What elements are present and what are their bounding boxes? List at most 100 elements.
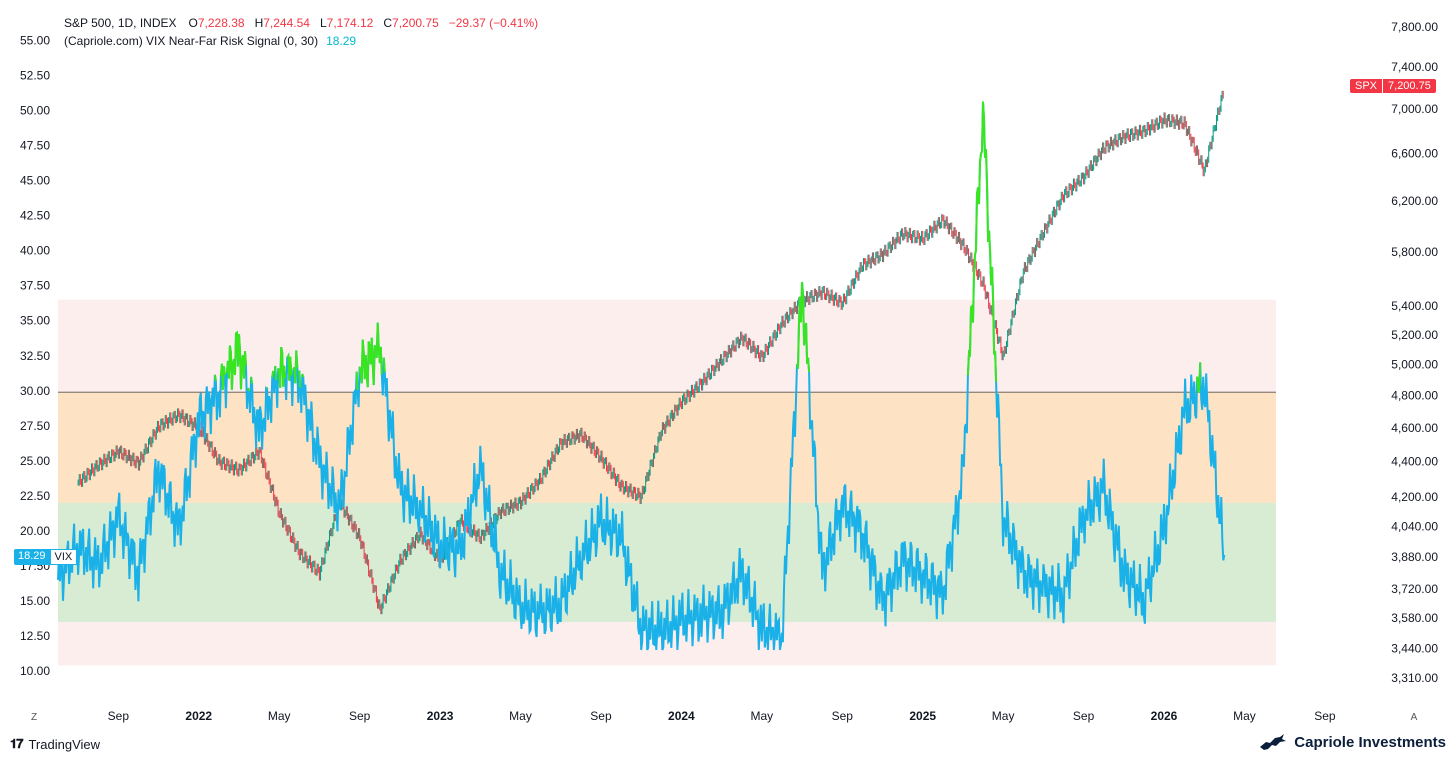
time-tick-label: Sep bbox=[590, 709, 612, 723]
vix-signal-segment bbox=[219, 363, 226, 391]
time-tick-label: 2026 bbox=[1151, 709, 1178, 723]
tradingview-brand[interactable]: 𝟏𝟕 TradingView bbox=[10, 736, 100, 752]
auto-scale-label: A bbox=[1411, 712, 1418, 723]
left-tick-label: 40.00 bbox=[20, 244, 50, 258]
time-tick-label: Sep bbox=[108, 709, 130, 723]
right-tick-label: 7,400.00 bbox=[1391, 60, 1438, 74]
band-elevated bbox=[58, 392, 1276, 503]
right-tick-label: 5,800.00 bbox=[1391, 245, 1438, 259]
close-label: C bbox=[383, 16, 393, 30]
left-tick-label: 50.00 bbox=[20, 104, 50, 118]
left-tick-label: 20.00 bbox=[20, 524, 50, 538]
chart-legend: S&P 500, 1D, INDEX O 7,228.38 H 7,244.54 L… bbox=[64, 14, 538, 50]
indicator-legend: (Capriole.com) VIX Near-Far Risk Signal … bbox=[64, 32, 538, 50]
left-tick-label: 52.50 bbox=[20, 69, 50, 83]
tradingview-label: TradingView bbox=[28, 736, 101, 752]
time-tick-label: 2022 bbox=[185, 709, 212, 723]
right-tick-label: 7,800.00 bbox=[1391, 20, 1438, 34]
vix-signal-segment bbox=[286, 352, 293, 381]
right-tick-label: 7,000.00 bbox=[1391, 102, 1438, 116]
left-tick-label: 37.50 bbox=[20, 279, 50, 293]
left-tick-label: 30.00 bbox=[20, 384, 50, 398]
high-label: H bbox=[254, 16, 264, 30]
left-tick-label: 27.50 bbox=[20, 419, 50, 433]
time-tick-label: May bbox=[268, 709, 291, 723]
left-tick-label: 15.00 bbox=[20, 594, 50, 608]
price-legend: S&P 500, 1D, INDEX O 7,228.38 H 7,244.54 L… bbox=[64, 14, 538, 32]
vix-signal-segment bbox=[274, 365, 278, 381]
vix-signal-segment bbox=[271, 370, 275, 378]
time-tick-label: May bbox=[509, 709, 532, 723]
right-tick-label: 4,600.00 bbox=[1391, 421, 1438, 435]
tradingview-logo-icon: 𝟏𝟕 bbox=[10, 736, 24, 751]
vix-tag-value: 18.29 bbox=[18, 550, 46, 562]
vix-signal-segment bbox=[358, 322, 383, 388]
left-tick-label: 42.50 bbox=[20, 209, 50, 223]
spx-tag-label: SPX bbox=[1350, 79, 1384, 93]
capriole-brand: Capriole Investments bbox=[1258, 733, 1446, 751]
open-label: O bbox=[188, 16, 198, 30]
right-tick-label: 4,400.00 bbox=[1391, 455, 1438, 469]
left-tick-label: 45.00 bbox=[20, 174, 50, 188]
vix-signal-segment bbox=[355, 371, 359, 390]
spx-tag-value: 7,200.75 bbox=[1388, 80, 1431, 92]
indicator-title[interactable]: (Capriole.com) VIX Near-Far Risk Signal … bbox=[64, 34, 319, 48]
capriole-label: Capriole Investments bbox=[1294, 733, 1446, 751]
left-tick-label: 12.50 bbox=[20, 629, 50, 643]
left-tick-label: 10.00 bbox=[20, 664, 50, 678]
left-tick-label: 47.50 bbox=[20, 139, 50, 153]
vix-signal-segment bbox=[298, 370, 302, 388]
right-tick-label: 5,000.00 bbox=[1391, 358, 1438, 372]
right-tick-label: 3,880.00 bbox=[1391, 550, 1438, 564]
time-tick-label: Sep bbox=[1073, 709, 1095, 723]
time-tick-label: May bbox=[992, 709, 1015, 723]
time-tick-label: May bbox=[750, 709, 773, 723]
left-tick-label: 22.50 bbox=[20, 489, 50, 503]
vix-signal-segment bbox=[966, 101, 998, 382]
low-label: L bbox=[319, 16, 327, 30]
vix-signal-segment bbox=[247, 387, 250, 392]
symbol-title[interactable]: S&P 500, 1D, INDEX bbox=[64, 16, 177, 30]
right-tick-label: 3,310.00 bbox=[1391, 671, 1438, 685]
right-tick-label: 5,400.00 bbox=[1391, 299, 1438, 313]
right-tick-label: 6,200.00 bbox=[1391, 194, 1438, 208]
vix-value-tag: 18.29 VIX bbox=[14, 549, 78, 565]
time-axis: Sep 2022 May Sep 2023 May Sep 2024 May Sep 2025 May… bbox=[31, 709, 1418, 723]
vix-signal-segment bbox=[301, 373, 305, 378]
left-tick-label: 25.00 bbox=[20, 454, 50, 468]
vix-signal-segment bbox=[796, 281, 811, 373]
left-tick-label: 32.50 bbox=[20, 349, 50, 363]
right-tick-label: 3,580.00 bbox=[1391, 611, 1438, 625]
high-value: 7,244.54 bbox=[263, 16, 310, 30]
time-tick-label: 2023 bbox=[427, 709, 454, 723]
vix-series-line bbox=[57, 101, 1226, 651]
left-tick-label: 35.00 bbox=[20, 314, 50, 328]
vix-signal-segment bbox=[225, 330, 247, 390]
vix-signal-segment bbox=[250, 376, 254, 384]
time-tick-label: Sep bbox=[349, 709, 371, 723]
left-axis: 55.00 52.50 50.00 47.50 45.00 42.50 40.00 37.50… bbox=[20, 34, 50, 679]
vix-signal-segment bbox=[213, 374, 217, 382]
right-tick-label: 4,800.00 bbox=[1391, 389, 1438, 403]
time-tick-label: 2024 bbox=[668, 709, 695, 723]
time-tick-label: Sep bbox=[832, 709, 854, 723]
right-tick-label: 3,440.00 bbox=[1391, 642, 1438, 656]
vix-signal-segment bbox=[277, 346, 287, 388]
right-axis: 7,800.00 7,400.00 7,000.00 6,600.00 6,200.00… bbox=[1391, 20, 1438, 685]
vix-signal-segment bbox=[1196, 362, 1202, 395]
vix-signal-segment bbox=[292, 350, 299, 384]
left-tick-label: 55.00 bbox=[20, 34, 50, 48]
vix-signal-segment bbox=[265, 387, 268, 390]
low-value: 7,174.12 bbox=[326, 16, 374, 30]
time-tick-label: Sep bbox=[1314, 709, 1336, 723]
open-value: 7,228.38 bbox=[197, 16, 245, 30]
indicator-value: 18.29 bbox=[326, 34, 357, 48]
spx-price-tag: SPX 7,200.75 bbox=[1350, 79, 1436, 93]
change-value: −29.37 (−0.41%) bbox=[448, 16, 539, 30]
vix-signal-segment bbox=[382, 357, 386, 372]
right-tick-label: 4,040.00 bbox=[1391, 519, 1438, 533]
close-value: 7,200.75 bbox=[392, 16, 439, 30]
vix-line bbox=[57, 101, 1226, 651]
vix-tag-label: VIX bbox=[49, 549, 78, 565]
